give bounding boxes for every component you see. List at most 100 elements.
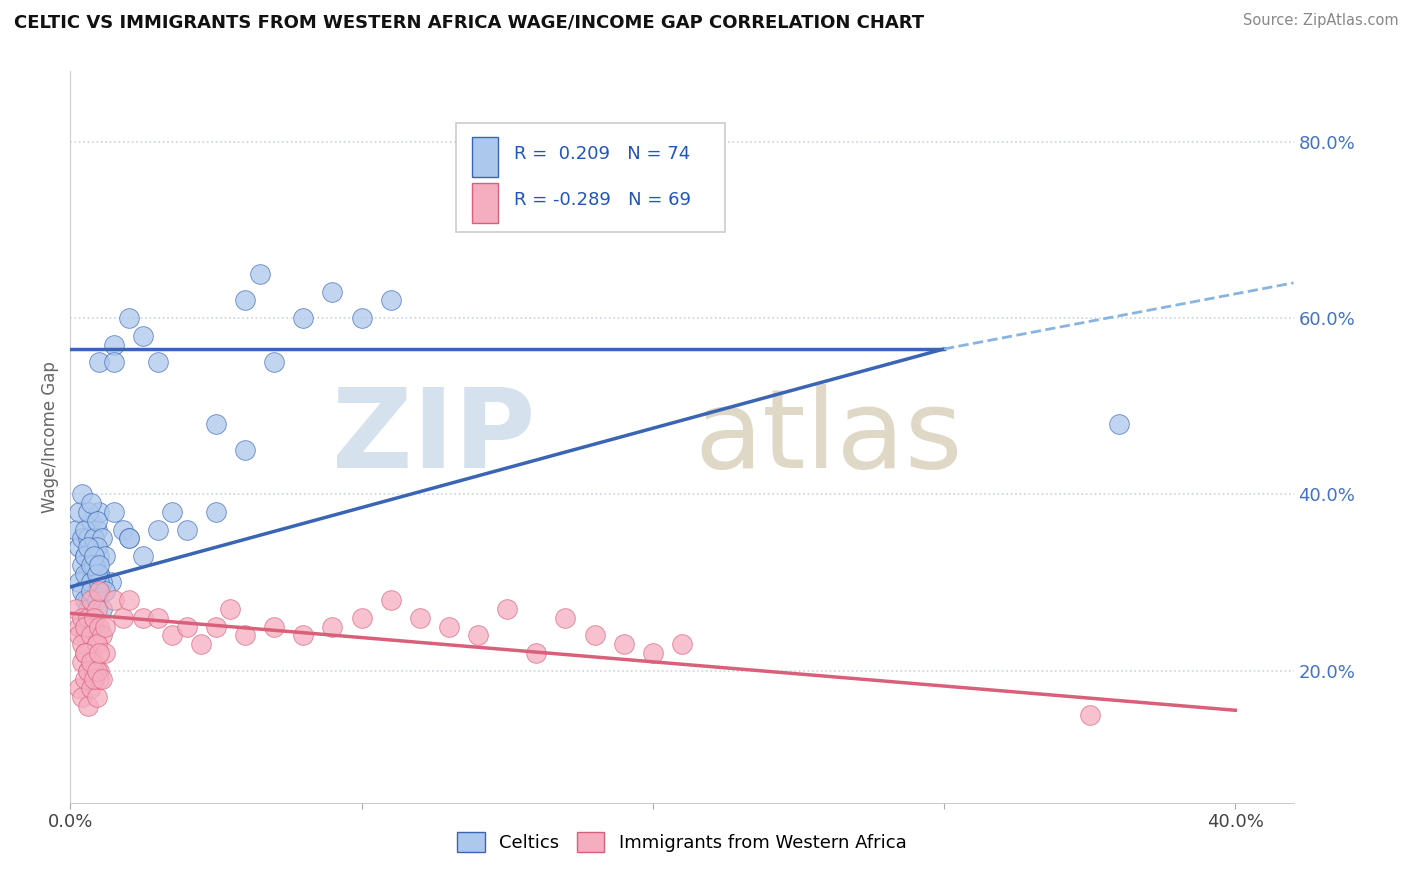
Point	[91, 532, 114, 546]
Point	[249, 267, 271, 281]
Point	[83, 611, 105, 625]
Point	[67, 628, 90, 642]
Point	[89, 566, 111, 581]
Point	[89, 355, 111, 369]
Point	[554, 611, 576, 625]
Point	[380, 593, 402, 607]
Point	[86, 540, 108, 554]
Point	[79, 575, 103, 590]
Point	[496, 602, 519, 616]
Point	[76, 505, 98, 519]
Point	[70, 532, 93, 546]
Point	[190, 637, 212, 651]
Point	[162, 628, 183, 642]
Point	[132, 611, 155, 625]
Point	[205, 505, 228, 519]
Point	[146, 523, 169, 537]
Point	[100, 575, 122, 590]
Point	[613, 637, 636, 651]
Point	[83, 611, 105, 625]
Point	[1078, 707, 1101, 722]
Point	[176, 523, 198, 537]
Point	[146, 611, 169, 625]
Point	[67, 681, 90, 696]
Point	[79, 558, 103, 572]
Point	[83, 532, 105, 546]
Point	[67, 575, 90, 590]
Point	[73, 646, 96, 660]
Point	[76, 566, 98, 581]
Point	[76, 698, 98, 713]
Point	[76, 611, 98, 625]
Point	[76, 540, 98, 554]
Point	[409, 611, 432, 625]
Point	[94, 619, 117, 633]
Point	[73, 619, 96, 633]
Point	[89, 549, 111, 563]
FancyBboxPatch shape	[456, 122, 724, 232]
Point	[176, 619, 198, 633]
Point	[79, 514, 103, 528]
Point	[89, 584, 111, 599]
Point	[70, 611, 93, 625]
Point	[76, 646, 98, 660]
Point	[79, 681, 103, 696]
Point	[73, 549, 96, 563]
Point	[65, 523, 87, 537]
Point	[103, 355, 125, 369]
Text: R = -0.289   N = 69: R = -0.289 N = 69	[515, 191, 692, 209]
Point	[76, 664, 98, 678]
Point	[117, 311, 139, 326]
Text: atlas: atlas	[695, 384, 963, 491]
Point	[65, 602, 87, 616]
Point	[83, 673, 105, 687]
Text: CELTIC VS IMMIGRANTS FROM WESTERN AFRICA WAGE/INCOME GAP CORRELATION CHART: CELTIC VS IMMIGRANTS FROM WESTERN AFRICA…	[14, 13, 924, 31]
FancyBboxPatch shape	[471, 137, 499, 178]
Point	[86, 584, 108, 599]
Point	[89, 558, 111, 572]
Point	[76, 532, 98, 546]
Point	[321, 285, 343, 299]
Point	[94, 549, 117, 563]
Point	[83, 619, 105, 633]
Point	[89, 575, 111, 590]
Point	[263, 619, 285, 633]
Point	[86, 637, 108, 651]
Point	[86, 593, 108, 607]
Point	[89, 505, 111, 519]
Point	[83, 558, 105, 572]
Point	[467, 628, 489, 642]
Point	[79, 655, 103, 669]
Point	[79, 628, 103, 642]
Point	[219, 602, 242, 616]
Point	[146, 355, 169, 369]
Point	[89, 619, 111, 633]
Point	[73, 593, 96, 607]
Point	[86, 664, 108, 678]
Point	[292, 311, 315, 326]
Point	[233, 628, 256, 642]
Point	[73, 628, 96, 642]
Point	[73, 549, 96, 563]
Point	[91, 602, 114, 616]
Point	[83, 540, 105, 554]
Point	[83, 664, 105, 678]
Point	[67, 505, 90, 519]
Point	[103, 505, 125, 519]
Text: Source: ZipAtlas.com: Source: ZipAtlas.com	[1243, 13, 1399, 29]
Point	[233, 443, 256, 458]
Point	[70, 558, 93, 572]
Point	[70, 655, 93, 669]
Point	[86, 637, 108, 651]
Point	[73, 566, 96, 581]
Point	[380, 293, 402, 308]
Point	[73, 523, 96, 537]
Point	[83, 558, 105, 572]
Point	[321, 619, 343, 633]
Point	[132, 328, 155, 343]
Point	[73, 673, 96, 687]
Point	[86, 523, 108, 537]
Point	[437, 619, 460, 633]
Point	[83, 549, 105, 563]
Point	[76, 664, 98, 678]
